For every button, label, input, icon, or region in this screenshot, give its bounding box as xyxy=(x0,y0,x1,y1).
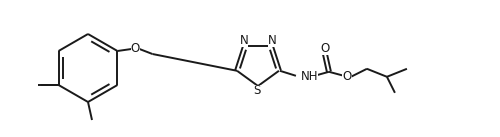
Text: N: N xyxy=(268,34,276,47)
Text: S: S xyxy=(254,85,260,98)
Text: NH: NH xyxy=(301,70,318,83)
Text: O: O xyxy=(131,42,140,55)
Text: O: O xyxy=(320,42,330,55)
Text: O: O xyxy=(342,70,351,83)
Text: N: N xyxy=(240,34,248,47)
